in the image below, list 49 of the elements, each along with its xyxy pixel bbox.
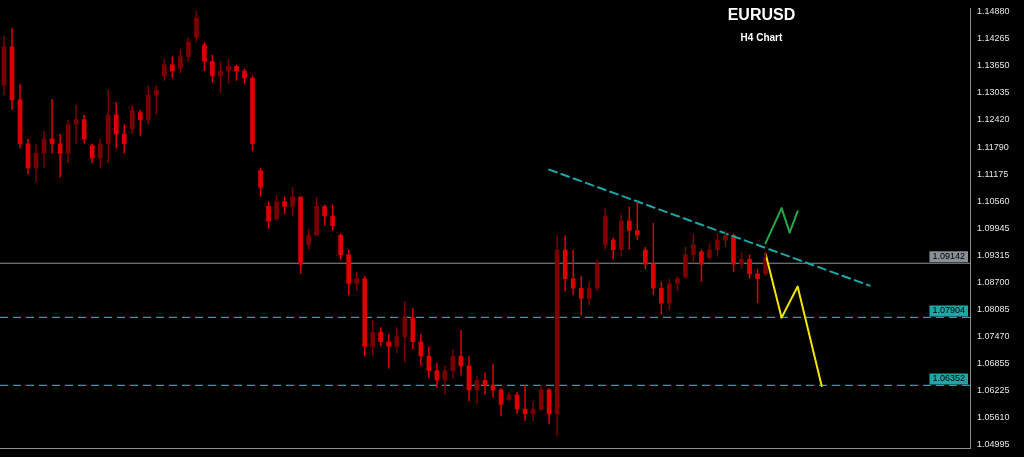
y-tick-label: 1.08700 (977, 277, 1010, 288)
candlestick (691, 232, 696, 264)
candlestick (362, 275, 368, 357)
candlestick (218, 60, 223, 95)
candlestick (370, 319, 376, 357)
candlestick (626, 205, 632, 251)
candlestick (226, 58, 231, 85)
candlestick (570, 248, 576, 297)
candlestick (602, 207, 608, 251)
y-tick-label: 1.07470 (977, 330, 1010, 341)
y-tick-label: 1.08085 (977, 304, 1010, 315)
candlestick (121, 123, 127, 155)
y-tick-label: 1.10560 (977, 195, 1010, 206)
y-tick-label: 1.13035 (977, 87, 1010, 98)
candlestick (105, 88, 111, 164)
y-tick-label: 1.14265 (977, 33, 1010, 44)
candlestick (378, 326, 384, 348)
ref-line-label: 1.06352 (932, 373, 965, 384)
y-tick-label: 1.11175 (977, 168, 1009, 179)
y-tick-label: 1.09315 (977, 250, 1010, 261)
y-tick-label: 1.09945 (977, 222, 1010, 233)
text: H4 Chart (740, 31, 783, 43)
ref-line-label: 1.07904 (932, 305, 965, 316)
y-tick-label: 1.13650 (977, 60, 1010, 71)
candlestick (755, 268, 760, 304)
y-tick-label: 1.04995 (977, 439, 1010, 450)
ref-line-label: 1.09142 (932, 251, 965, 262)
candlestick (89, 143, 95, 164)
candlestick (634, 200, 640, 241)
y-tick-label: 1.12420 (977, 114, 1010, 125)
y-tick-label: 1.06225 (977, 385, 1010, 396)
candlestick (290, 186, 295, 217)
candlestick (699, 248, 704, 283)
candlestick (386, 333, 392, 370)
candlestick (578, 275, 584, 317)
candlestick (586, 280, 592, 306)
y-tick-label: 1.14880 (977, 6, 1010, 17)
chart-title: EURUSD (727, 6, 796, 24)
y-tick-label: 1.11790 (977, 141, 1009, 152)
y-tick-label: 1.06855 (977, 357, 1010, 368)
candlestick (394, 326, 400, 354)
candlestick (97, 138, 103, 169)
candlestick (137, 109, 143, 137)
candlestick (651, 222, 656, 297)
candlestick (153, 84, 159, 116)
candlestick (81, 114, 87, 145)
candlestick (113, 101, 119, 150)
y-tick-label: 1.05610 (977, 412, 1010, 423)
candlestick (594, 258, 600, 293)
